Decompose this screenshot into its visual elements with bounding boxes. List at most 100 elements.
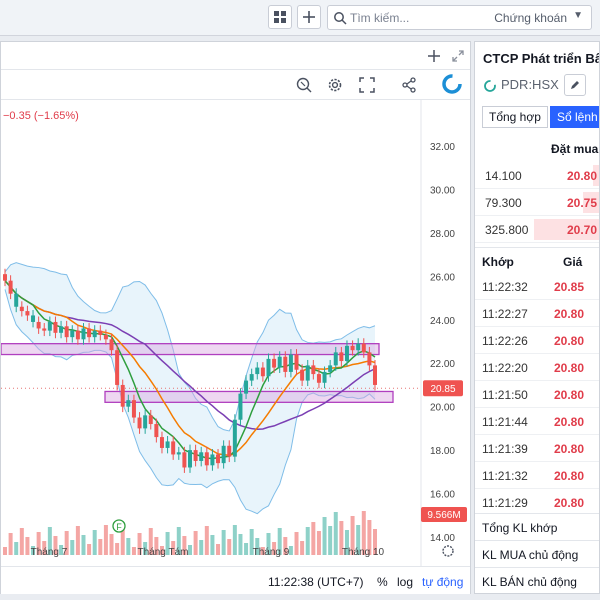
candle-body (98, 330, 103, 335)
candle-body (120, 384, 125, 407)
volume-bar (221, 530, 226, 555)
depth-bar (583, 192, 599, 213)
trade-price: 20.80 (554, 496, 585, 510)
expand-icon (452, 50, 464, 62)
summary-row[interactable]: Tổng KL khớp (475, 513, 599, 540)
fullscreen-button[interactable] (356, 74, 378, 96)
logo-icon (442, 74, 462, 94)
candle-body (367, 352, 372, 366)
add-chart-button[interactable] (423, 45, 445, 67)
candle-body (311, 365, 316, 375)
chevron-down-icon[interactable]: ▼ (573, 10, 583, 21)
candle-body (244, 380, 249, 394)
volume-bar (92, 530, 97, 555)
volume-bar (339, 521, 344, 555)
volume-bar (70, 540, 75, 555)
candle-body (288, 354, 293, 372)
volume-bar (227, 539, 232, 555)
trade-price: 20.80 (554, 469, 585, 483)
expand-button[interactable] (447, 45, 469, 67)
candle-body (210, 454, 215, 466)
brand-logo[interactable] (441, 73, 463, 95)
trades-price-header: Giá (563, 255, 583, 269)
add-button[interactable] (297, 5, 321, 29)
y-tick-label: 16.00 (430, 490, 455, 501)
volume-bar (115, 543, 120, 555)
candle-body (283, 356, 288, 372)
summary-row[interactable]: KL MUA chủ động (475, 540, 599, 567)
orderbook-row[interactable]: 14.100 20.80 (475, 162, 599, 189)
tab-summary[interactable]: Tổng hợp (482, 106, 548, 128)
time-display: 11:22:38 (UTC+7) (268, 575, 364, 589)
candle-body (87, 328, 92, 338)
trade-row: 11:21:39 20.80 (475, 435, 599, 462)
bollinger-band-fill (5, 262, 375, 514)
percent-toggle[interactable]: % (377, 575, 388, 589)
trades-time-header: Khớp (482, 255, 514, 269)
volume-bar (199, 540, 204, 555)
gear-icon (328, 78, 342, 92)
volume-bar (42, 541, 47, 555)
refresh-icon (484, 80, 496, 92)
volume-text: 9.566M (427, 510, 460, 521)
ticker[interactable]: PDR:HSX (501, 77, 559, 92)
candle-body (339, 352, 344, 362)
volume-bar (373, 529, 377, 555)
candle-body (47, 321, 52, 331)
candle-body (221, 445, 226, 464)
trade-time: 11:21:44 (482, 415, 528, 429)
chart-status-bar: 11:22:38 (UTC+7) % log tự động (1, 566, 470, 594)
settings-button[interactable] (324, 74, 346, 96)
chart-header (1, 42, 470, 70)
volume-tag (421, 507, 467, 522)
volume-bar (311, 522, 316, 555)
edit-button[interactable] (564, 74, 586, 96)
orderbook-header: Đặt mua (551, 142, 599, 156)
candle-body (109, 339, 114, 351)
candle-body (53, 321, 58, 333)
orderbook-row[interactable]: 79.300 20.75 (475, 189, 599, 216)
x-tick-label: Tháng 9 (253, 547, 290, 558)
search-input[interactable]: Tìm kiếm... (350, 11, 410, 25)
candle-body (92, 330, 97, 338)
summary-label: Tổng KL khớp (482, 521, 558, 535)
volume-bar (344, 530, 349, 555)
orderbook-row[interactable]: 325.800 20.70 (475, 216, 599, 243)
layout-grid-button[interactable] (268, 5, 292, 29)
volume-bar (109, 534, 114, 555)
tab-orderbook[interactable]: Sổ lệnh (550, 106, 599, 128)
summary-row[interactable]: KL BÁN chủ động (475, 567, 599, 593)
trade-price: 20.80 (554, 388, 585, 402)
volume-bar (14, 542, 19, 555)
price-chart[interactable]: 32.00 30.00 28.00 26.00 24.00 22.00 20.00 18.00… (1, 42, 470, 566)
volume-bar (143, 542, 148, 555)
trade-time: 11:22:20 (482, 361, 528, 375)
volume-bar (171, 541, 176, 555)
auto-toggle[interactable]: tự động (422, 575, 464, 589)
volume-bar (300, 541, 305, 555)
trade-time: 11:21:32 (482, 469, 528, 483)
exchange-select[interactable]: Chứng khoán (494, 11, 567, 25)
candle-body (31, 315, 36, 322)
share-button[interactable] (398, 74, 420, 96)
orderbook-volume: 79.300 (485, 196, 522, 210)
candle-body (75, 330, 80, 340)
volume-bar (216, 544, 221, 555)
y-tick-label: 18.00 (430, 446, 455, 457)
symbol-search[interactable]: Tìm kiếm... Chứng khoán ▼ (327, 5, 592, 30)
candle-body (171, 441, 176, 455)
zoom-button[interactable] (293, 74, 315, 96)
volume-bar (176, 527, 181, 555)
log-toggle[interactable]: log (397, 575, 414, 589)
candle-body (193, 450, 198, 461)
support-zone (104, 390, 394, 403)
trade-time: 11:22:26 (482, 334, 528, 348)
trade-time: 11:21:39 (482, 442, 528, 456)
trade-row: 11:22:26 20.80 (475, 327, 599, 354)
trade-time: 11:22:32 (482, 280, 528, 294)
trade-time: 11:21:29 (482, 496, 528, 510)
volume-bar (333, 512, 338, 555)
plus-icon (303, 11, 315, 23)
orderbook-volume: 14.100 (485, 169, 522, 183)
trade-price: 20.80 (554, 415, 585, 429)
